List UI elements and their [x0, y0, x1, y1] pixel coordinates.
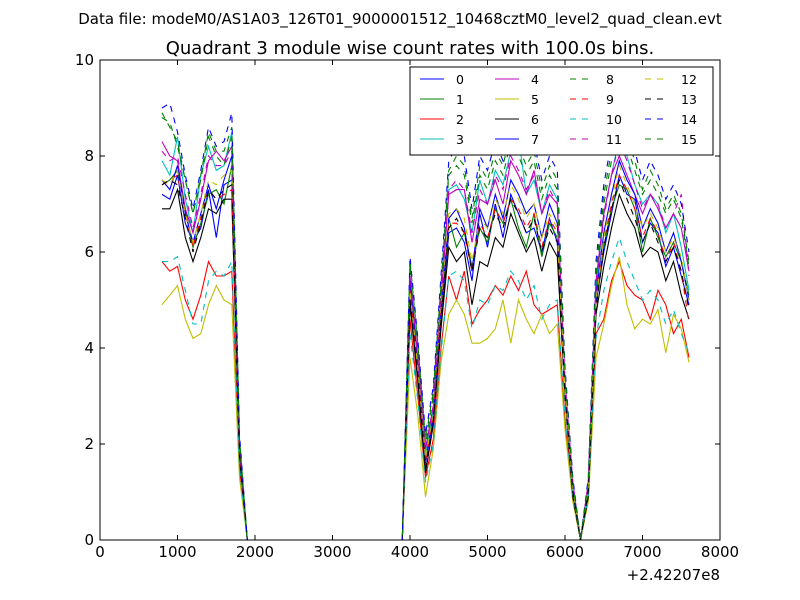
y-tick-label: 4 — [84, 339, 94, 357]
legend-label-9: 9 — [606, 92, 614, 107]
x-tick-label: 5000 — [468, 543, 506, 561]
legend-label-8: 8 — [606, 72, 614, 87]
figure-suptitle: Data file: modeM0/AS1A03_126T01_90000015… — [78, 10, 722, 29]
series-line-7 — [161, 155, 690, 540]
legend-label-3: 3 — [456, 132, 464, 147]
chart-title: Quadrant 3 module wise count rates with … — [166, 38, 655, 59]
series-line-10 — [162, 235, 690, 540]
x-tick-label: 7000 — [623, 543, 661, 561]
x-tick-label: 0 — [95, 543, 105, 561]
legend-label-12: 12 — [681, 72, 697, 87]
y-tick-label: 10 — [75, 51, 94, 69]
legend-label-14: 14 — [681, 112, 697, 127]
x-tick-label: 3000 — [313, 543, 351, 561]
legend-label-7: 7 — [531, 132, 539, 147]
legend-label-11: 11 — [606, 132, 622, 147]
series-line-6 — [162, 187, 690, 540]
x-axis-offset-label: +2.42207e8 — [627, 566, 720, 584]
legend-box — [409, 66, 714, 156]
legend-label-2: 2 — [456, 112, 464, 127]
x-tick-label: 2000 — [236, 543, 274, 561]
x-tick-label: 1000 — [158, 543, 196, 561]
series-line-11 — [161, 139, 690, 540]
legend-label-1: 1 — [456, 92, 464, 107]
series-line-4 — [161, 141, 690, 540]
legend-label-0: 0 — [456, 72, 464, 87]
y-tick-label: 0 — [84, 531, 94, 549]
y-tick-label: 2 — [84, 435, 94, 453]
legend-label-10: 10 — [606, 112, 622, 127]
series-line-1 — [161, 165, 690, 540]
y-tick-label: 6 — [84, 243, 94, 261]
series-line-2 — [161, 259, 690, 540]
x-tick-label: 4000 — [391, 543, 429, 561]
legend-label-13: 13 — [681, 92, 697, 107]
x-tick-label: 6000 — [546, 543, 584, 561]
series-line-5 — [161, 256, 690, 540]
x-tick-label: 8000 — [701, 543, 739, 561]
legend-label-6: 6 — [531, 112, 539, 127]
series-line-12 — [161, 163, 690, 540]
legend-label-5: 5 — [531, 92, 539, 107]
series-line-9 — [161, 173, 690, 540]
legend-label-4: 4 — [531, 72, 539, 87]
legend-label-15: 15 — [681, 132, 697, 147]
y-tick-label: 8 — [84, 147, 94, 165]
